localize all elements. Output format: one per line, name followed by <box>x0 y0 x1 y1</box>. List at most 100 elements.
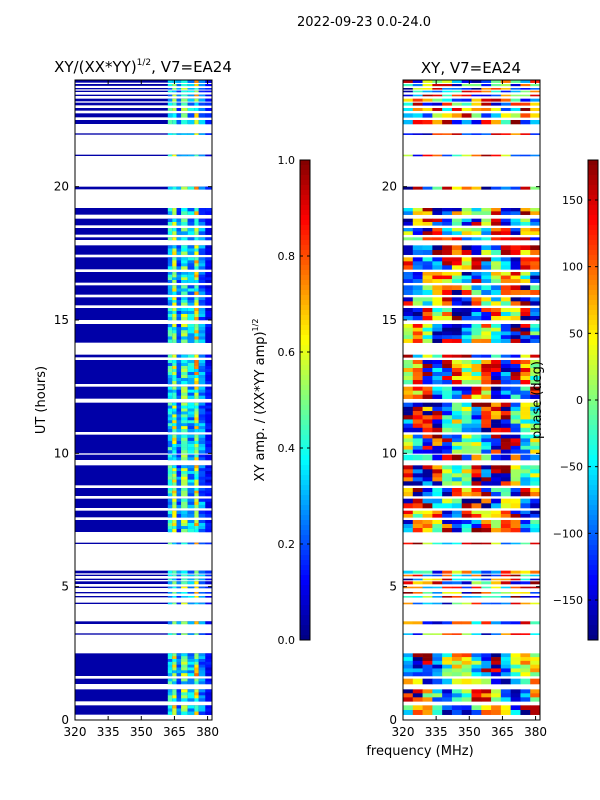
heat-cell <box>530 98 540 102</box>
colorbar-step <box>300 225 310 231</box>
heat-cell <box>194 84 199 87</box>
colorbar-step <box>588 160 598 166</box>
heat-cell <box>530 578 540 581</box>
heat-cell <box>205 490 212 494</box>
heat-cell <box>176 375 182 379</box>
heat-cell <box>198 280 206 283</box>
heat-cell <box>167 245 173 249</box>
heat-cell <box>172 574 177 577</box>
heat-cell <box>491 257 502 262</box>
heat-cell <box>176 523 182 527</box>
heat-cell <box>422 469 433 474</box>
heat-cell <box>198 245 206 249</box>
heat-cell <box>500 481 511 486</box>
heat-cell <box>187 678 195 682</box>
heat-cell <box>520 498 531 504</box>
heat-cell <box>471 689 482 694</box>
heat-cell <box>422 237 433 241</box>
heat-cell <box>176 395 182 399</box>
heat-cell <box>481 442 492 447</box>
heat-cell <box>198 248 206 252</box>
heat-cell <box>205 429 212 433</box>
colorbar-step <box>300 575 310 581</box>
heat-cell <box>442 394 453 399</box>
heat-cell <box>481 386 492 391</box>
heat-cell <box>167 248 173 252</box>
heat-cell <box>172 272 177 275</box>
heat-cell <box>500 364 511 369</box>
data-band <box>75 94 212 96</box>
heat-cell <box>530 481 540 486</box>
heat-cell <box>198 300 206 303</box>
heat-cell <box>461 285 472 291</box>
heat-cell <box>194 386 199 390</box>
heat-cell <box>176 444 182 448</box>
heat-cell <box>520 237 531 241</box>
heat-cell <box>176 514 182 518</box>
heat-cell <box>167 476 173 480</box>
heat-cell <box>432 154 443 157</box>
heat-cell <box>172 378 177 382</box>
heat-cell <box>500 88 511 90</box>
heat-cell <box>520 596 531 598</box>
heat-cell <box>172 363 177 367</box>
heat-cell <box>461 411 472 416</box>
heat-cell <box>167 395 173 399</box>
heat-cell <box>167 471 173 475</box>
heat-cell <box>198 120 206 125</box>
heat-cell <box>176 482 182 486</box>
heat-cell <box>181 520 188 524</box>
heat-cell <box>187 526 195 530</box>
heat-cell <box>176 476 182 480</box>
heat-cell <box>412 633 423 635</box>
heat-cell <box>194 440 199 445</box>
heat-cell <box>205 302 212 306</box>
heat-cell <box>432 208 443 212</box>
heat-cell <box>198 434 206 439</box>
heat-cell <box>422 98 433 102</box>
heat-cell <box>442 108 453 111</box>
heat-cell <box>442 653 453 658</box>
heat-cell <box>491 510 502 515</box>
heat-cell <box>442 265 453 270</box>
heat-cell <box>442 335 453 340</box>
heat-cell <box>198 681 206 685</box>
heat-cell <box>198 592 206 594</box>
heat-cell <box>461 380 472 385</box>
heat-cell <box>442 261 453 266</box>
heat-cell <box>167 228 173 232</box>
heat-cell <box>491 442 502 447</box>
heat-cell <box>198 408 206 412</box>
heat-cell <box>481 705 492 711</box>
heat-cell <box>167 408 173 412</box>
heat-cell <box>530 477 540 482</box>
heat-cell <box>403 710 414 715</box>
heat-cell <box>461 520 472 525</box>
heat-cell <box>530 678 540 685</box>
heat-cell <box>187 375 195 379</box>
heat-cell <box>422 297 433 302</box>
heat-cell <box>198 440 206 445</box>
heat-cell <box>198 490 206 494</box>
heat-cell <box>205 333 212 337</box>
heat-cell <box>520 245 531 251</box>
heat-cell <box>176 689 182 693</box>
heat-cell <box>422 481 433 486</box>
heat-cell <box>167 222 173 226</box>
heat-cell <box>412 335 423 340</box>
y-tick-label: 20 <box>54 180 69 194</box>
heat-cell <box>491 261 502 266</box>
colorbar-step <box>300 475 310 481</box>
heat-cell <box>205 237 212 241</box>
heat-cell <box>194 711 199 715</box>
heat-cell <box>412 102 423 106</box>
heat-cell <box>471 376 482 381</box>
heat-cell <box>172 520 177 524</box>
colorbar-step <box>300 310 310 316</box>
heat-cell <box>198 154 206 157</box>
heat-cell <box>451 186 463 190</box>
heat-cell <box>176 260 182 264</box>
heat-cell <box>481 528 492 533</box>
heat-cell <box>442 445 453 450</box>
heat-cell <box>471 331 482 336</box>
